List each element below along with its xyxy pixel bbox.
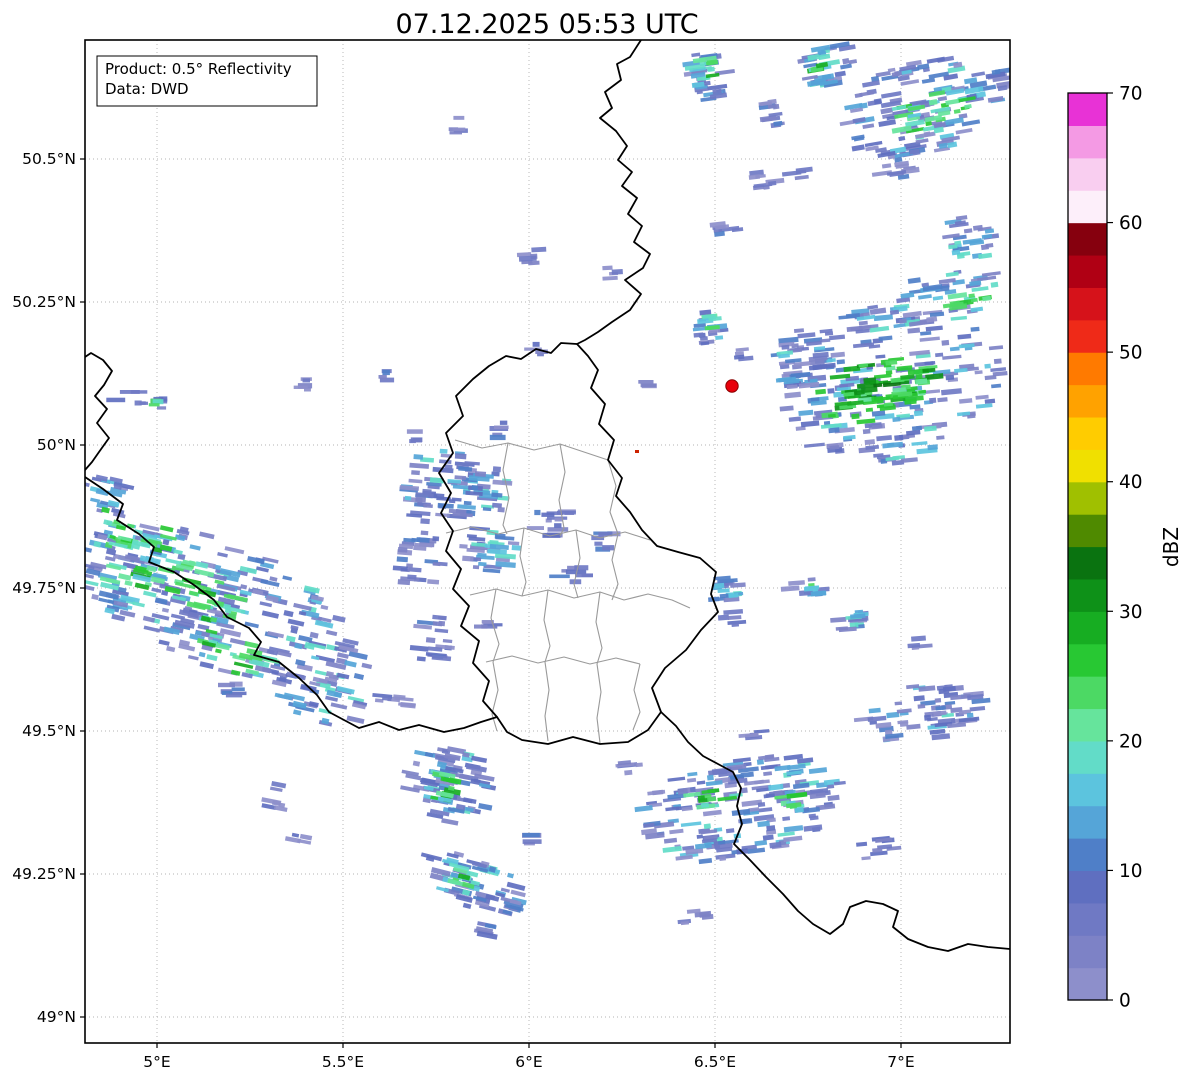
colorbar-tick-label: 40 [1119, 472, 1143, 493]
y-tick-label: 50.5°N [22, 150, 76, 168]
info-product-label: Product: 0.5° Reflectivity [105, 60, 292, 78]
colorbar-tick-label: 20 [1119, 731, 1143, 752]
country-border [576, 40, 651, 345]
country-border [438, 342, 719, 745]
info-box: Product: 0.5° Reflectivity Data: DWD [96, 55, 318, 107]
y-tick-label: 50.25°N [12, 293, 76, 311]
region-border [573, 529, 581, 599]
region-border [491, 661, 499, 732]
radar-site-marker [725, 379, 739, 393]
colorbar-tick-label: 50 [1119, 343, 1143, 364]
colorbar-tick-label: 30 [1119, 602, 1143, 623]
y-tick-label: 49.75°N [12, 579, 76, 597]
x-tick-label: 5°E [143, 1053, 170, 1071]
map-title: 07.12.2025 05:53 UTC [395, 9, 698, 40]
country-border [85, 476, 498, 733]
border-layer [85, 40, 1010, 952]
y-tick-label: 49.5°N [22, 722, 76, 740]
y-tick-label: 50°N [37, 436, 76, 454]
colorbar-frame [1067, 92, 1108, 1001]
info-box-frame [96, 55, 318, 107]
region-border [445, 526, 651, 541]
colorbar-unit-label: dBZ [1159, 527, 1183, 567]
colorbar-tick-label: 70 [1119, 84, 1143, 105]
x-tick-label: 6°E [515, 1053, 542, 1071]
x-tick-label: 6.5°E [694, 1053, 736, 1071]
x-tick-label: 5.5°E [322, 1053, 364, 1071]
x-tick-label: 7°E [887, 1053, 914, 1071]
region-border [490, 588, 500, 663]
colorbar-tick-label: 0 [1119, 991, 1131, 1012]
radar-echo-layer [85, 41, 1010, 940]
region-border [469, 588, 691, 609]
colorbar: 0 10 20 30 40 50 60 70 dBZ [1067, 84, 1183, 1012]
region-border [502, 442, 510, 535]
region-border [595, 591, 603, 744]
region-border [632, 663, 641, 731]
red-speck [635, 450, 639, 453]
plot-frame [84, 39, 1011, 1044]
country-border [85, 352, 113, 471]
country-border [660, 711, 1010, 952]
radar-site-layer [635, 379, 739, 453]
region-border [558, 443, 566, 537]
region-border [485, 655, 641, 665]
region-border [543, 589, 551, 742]
gridlines-layer [85, 40, 1010, 1043]
region-border [519, 527, 527, 597]
colorbar-tick-label: 60 [1119, 213, 1143, 234]
y-tick-label: 49°N [37, 1008, 76, 1026]
axes-layer: 5°E 5.5°E 6°E 6.5°E 7°E 50.5°N 50.25°N 50°N 49.7… [12, 150, 914, 1071]
info-source-label: Data: DWD [105, 80, 189, 98]
colorbar-tick-label: 10 [1119, 861, 1143, 882]
region-border [454, 439, 609, 461]
y-tick-label: 49.25°N [12, 865, 76, 883]
region-border [607, 459, 619, 601]
